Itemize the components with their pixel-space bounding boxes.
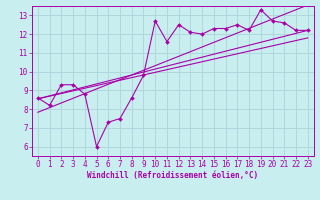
X-axis label: Windchill (Refroidissement éolien,°C): Windchill (Refroidissement éolien,°C) xyxy=(87,171,258,180)
